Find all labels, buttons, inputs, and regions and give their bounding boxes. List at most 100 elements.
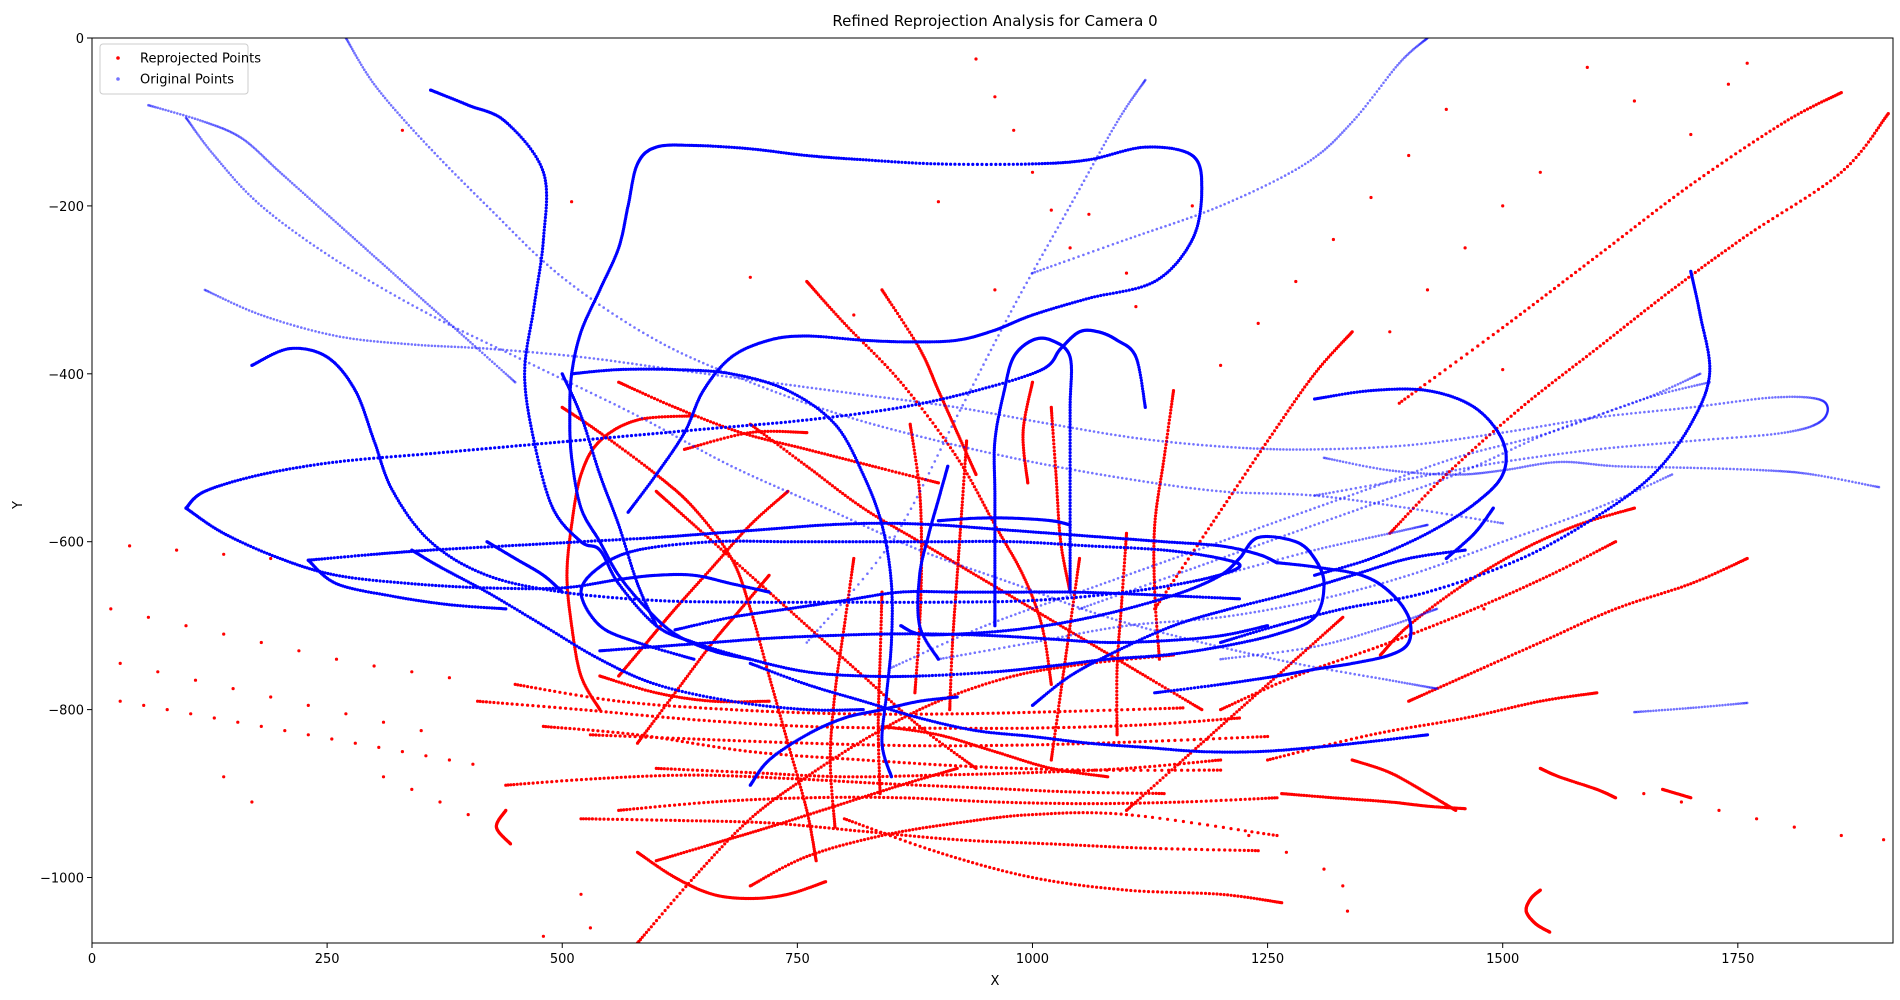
data-point — [1009, 766, 1013, 770]
data-point — [1148, 707, 1152, 711]
data-point — [1578, 267, 1582, 271]
data-point — [849, 573, 854, 577]
data-point — [1166, 817, 1170, 821]
data-point — [1163, 446, 1168, 450]
data-point — [1096, 708, 1100, 713]
data-point — [876, 731, 880, 735]
data-point — [1030, 813, 1035, 817]
data-point — [1152, 526, 1157, 530]
data-point — [1261, 898, 1265, 902]
data-point — [671, 716, 675, 720]
data-point — [1115, 700, 1119, 704]
data-point — [845, 603, 849, 608]
data-point — [1154, 610, 1158, 614]
data-point — [904, 324, 908, 328]
data-point — [1445, 682, 1449, 686]
data-point — [973, 685, 978, 689]
data-point — [941, 852, 945, 856]
data-point — [1656, 593, 1660, 597]
data-point — [984, 765, 988, 769]
data-point — [663, 908, 667, 913]
data-point — [952, 821, 956, 826]
data-point — [828, 755, 832, 759]
data-point — [878, 663, 882, 667]
data-point — [871, 743, 876, 747]
data-point — [769, 776, 773, 780]
data-point — [1282, 679, 1286, 683]
data-point — [1152, 572, 1156, 576]
data-point — [650, 735, 654, 739]
data-point — [1292, 400, 1296, 404]
data-point — [892, 306, 896, 310]
data-point — [972, 819, 976, 823]
data-point — [563, 691, 567, 695]
data-point — [719, 799, 723, 804]
data-point — [1143, 846, 1147, 850]
data-point — [950, 640, 955, 645]
data-point — [1279, 670, 1283, 675]
data-point — [1639, 312, 1643, 316]
data-point — [812, 811, 816, 815]
data-point — [1090, 768, 1094, 772]
data-point — [839, 648, 843, 652]
data-point — [737, 739, 742, 743]
data-point — [1476, 668, 1480, 673]
data-point — [812, 711, 816, 715]
data-point — [1246, 895, 1250, 900]
data-point — [855, 839, 860, 843]
data-point — [733, 820, 737, 824]
data-point — [1037, 710, 1041, 714]
data-point — [806, 711, 811, 715]
data-point — [917, 476, 921, 480]
data-point — [956, 558, 960, 562]
data-point — [1523, 309, 1527, 313]
data-point — [923, 744, 927, 748]
data-point — [1463, 582, 1467, 586]
data-point — [1548, 534, 1552, 539]
data-point — [888, 723, 892, 727]
data-point — [1206, 848, 1210, 852]
data-point — [844, 828, 848, 832]
data-point — [820, 755, 824, 760]
data-point — [754, 430, 758, 434]
data-point — [1040, 801, 1044, 805]
data-point — [1503, 707, 1507, 711]
data-point — [1278, 755, 1282, 759]
data-point — [1166, 586, 1171, 591]
data-point — [730, 557, 734, 561]
data-point — [1147, 791, 1151, 795]
data-point — [953, 744, 958, 748]
data-point — [1115, 693, 1119, 697]
data-point — [1412, 631, 1416, 635]
data-point — [558, 706, 562, 710]
data-point — [989, 765, 993, 770]
data-point — [747, 604, 752, 608]
data-point — [879, 830, 883, 834]
data-point — [793, 766, 797, 770]
data-point — [1015, 726, 1019, 730]
data-point — [918, 762, 922, 766]
data-point — [1000, 787, 1004, 791]
data-point — [1173, 738, 1177, 743]
data-point — [1430, 689, 1434, 693]
data-point — [1126, 791, 1130, 795]
data-point — [1294, 674, 1298, 678]
data-point — [843, 749, 847, 754]
data-point — [756, 810, 760, 814]
data-point — [1134, 801, 1138, 805]
data-point — [1757, 225, 1762, 229]
data-point — [1018, 771, 1022, 775]
data-point — [1121, 582, 1125, 586]
data-point — [948, 446, 953, 450]
data-point — [702, 864, 706, 868]
data-point — [1055, 767, 1059, 772]
data-point — [778, 793, 783, 797]
data-point — [1168, 411, 1172, 415]
data-point — [773, 776, 777, 780]
data-point — [759, 878, 763, 882]
data-point — [1072, 770, 1076, 775]
data-point — [761, 652, 765, 656]
data-point — [1554, 697, 1558, 701]
data-point — [1392, 639, 1396, 643]
data-point — [1615, 330, 1619, 335]
